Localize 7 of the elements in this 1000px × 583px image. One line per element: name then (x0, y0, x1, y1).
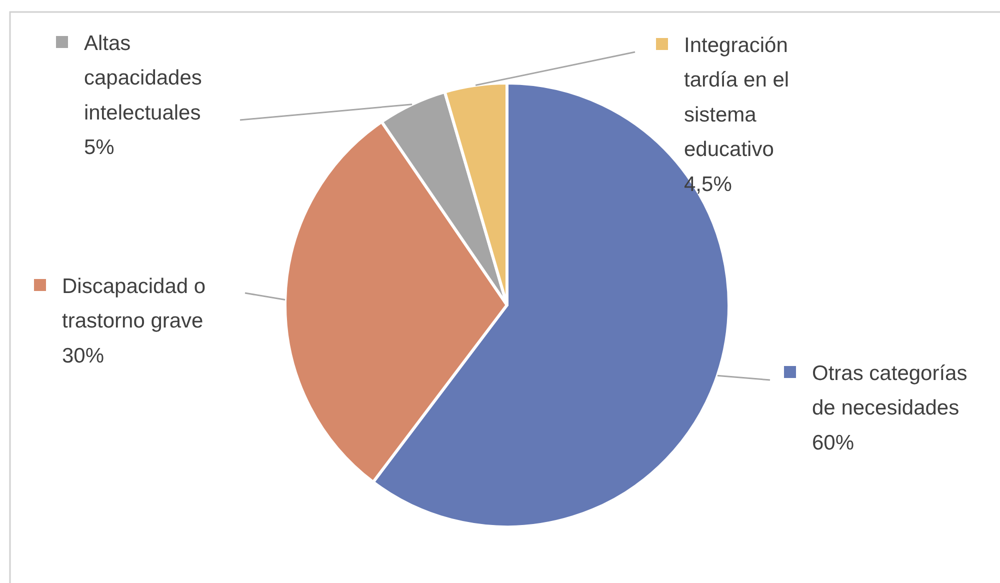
legend-label: Altas capacidades intelectuales (84, 32, 202, 124)
legend-label: Otras categorías de necesidades (812, 362, 968, 420)
data-label: 30% (62, 344, 104, 368)
data-label: 60% (812, 431, 854, 454)
data-label: 5% (84, 136, 114, 160)
legend-label: Discapacidad o trastorno grave (62, 275, 206, 333)
legend-label: Integración tardía en el sistema educativo (684, 34, 790, 162)
